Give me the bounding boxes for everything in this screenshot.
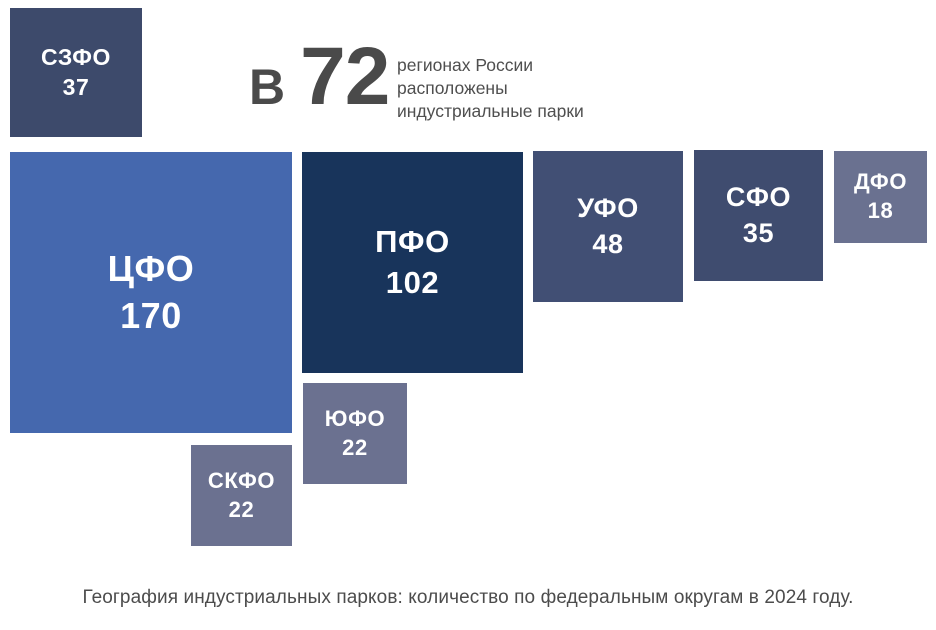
chart-caption: География индустриальных парков: количес…	[82, 587, 854, 608]
district-label: ПФО	[375, 224, 450, 260]
headline-subtext-line: индустриальные парки	[397, 101, 584, 122]
district-square-cfo: ЦФО 170	[10, 152, 292, 433]
district-label: СЗФО	[40, 43, 112, 70]
district-value: 35	[742, 217, 775, 248]
district-square-ufo: УФО 48	[533, 151, 683, 302]
district-label: ДФО	[853, 169, 908, 195]
headline-number: 72	[300, 31, 390, 122]
district-label: ЮФО	[324, 405, 386, 431]
headline-subtext-line: расположены	[397, 78, 508, 99]
district-value: 102	[385, 264, 440, 300]
district-value: 18	[867, 198, 894, 223]
district-label: СФО	[725, 182, 792, 213]
district-square-skfo: СКФО 22	[191, 445, 292, 546]
district-label: ЦФО	[107, 247, 195, 289]
district-label: СКФО	[207, 467, 276, 493]
district-label: УФО	[577, 193, 639, 224]
headline-subtext: регионах России расположены индустриальн…	[397, 54, 584, 123]
headline-subtext-line: регионах России	[397, 55, 534, 75]
district-value: 48	[592, 228, 624, 259]
headline-prefix: В	[249, 59, 286, 115]
district-square-sfo: СФО 35	[694, 150, 823, 281]
district-value: 170	[120, 294, 182, 336]
district-value: 22	[342, 434, 368, 460]
district-square-yufo: ЮФО 22	[303, 383, 407, 484]
district-square-szfo: СЗФО 37	[10, 8, 142, 137]
headline: В 72	[249, 30, 390, 124]
district-square-dfo: ДФО 18	[834, 151, 927, 243]
district-value: 22	[228, 496, 255, 522]
district-value: 37	[62, 73, 90, 100]
district-square-pfo: ПФО 102	[302, 152, 523, 373]
